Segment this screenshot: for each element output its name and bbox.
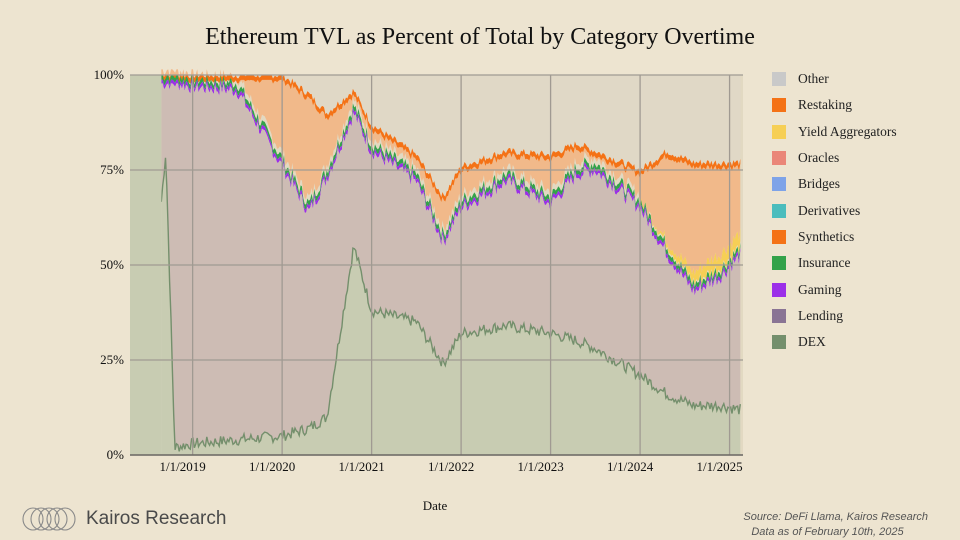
legend-item-synthetics: Synthetics <box>772 224 897 250</box>
legend-label-lending: Lending <box>798 307 843 323</box>
legend-swatch-dex <box>772 335 786 350</box>
data-date-line: Data as of February 10th, 2025 <box>751 526 904 538</box>
x-tick-label: 1/1/2025 <box>696 459 742 474</box>
legend-label-other: Other <box>798 71 829 87</box>
y-tick-label: 100% <box>94 67 125 82</box>
series-area-lending <box>161 83 741 452</box>
legend-label-dex: DEX <box>798 334 826 350</box>
x-axis-title: Date <box>422 498 448 513</box>
legend-swatch-lending <box>772 308 786 323</box>
series-line-dex <box>160 157 741 452</box>
legend-swatch-oracles <box>772 151 786 166</box>
source-note: Source: DeFi Llama, Kairos Research Data… <box>743 510 928 540</box>
legend-swatch-yield-aggregators <box>772 124 786 139</box>
series-area-insurance <box>161 75 741 292</box>
x-tick-label: 1/1/2021 <box>339 459 385 474</box>
kairos-logo-icon <box>22 507 76 531</box>
y-tick-label: 50% <box>100 257 124 272</box>
series-area-gaming <box>161 79 741 296</box>
legend-label-restaking: Restaking <box>798 97 852 113</box>
legend-swatch-derivatives <box>772 203 786 218</box>
chart-title: Ethereum TVL as Percent of Total by Cate… <box>205 24 755 50</box>
y-tick-label: 25% <box>100 352 124 367</box>
legend-item-derivatives: Derivatives <box>772 197 897 223</box>
legend-label-oracles: Oracles <box>798 150 840 166</box>
series-area-dex <box>161 157 741 456</box>
legend-item-dex: DEX <box>772 329 897 355</box>
legend-item-gaming: Gaming <box>772 276 897 302</box>
legend-item-restaking: Restaking <box>772 92 897 118</box>
series-area-yield-aggregators <box>161 73 741 286</box>
legend-item-oracles: Oracles <box>772 145 897 171</box>
series-area-other <box>161 75 741 198</box>
legend-swatch-restaking <box>772 98 786 113</box>
y-tick-label: 75% <box>100 162 124 177</box>
legend-swatch-synthetics <box>772 229 786 244</box>
legend-label-yield-aggregators: Yield Aggregators <box>798 123 897 139</box>
x-tick-label: 1/1/2023 <box>517 459 563 474</box>
legend-label-derivatives: Derivatives <box>798 202 861 218</box>
brand-logo: Kairos Research <box>20 506 226 532</box>
legend-label-gaming: Gaming <box>798 281 842 297</box>
legend-swatch-gaming <box>772 282 786 297</box>
source-line: Source: DeFi Llama, Kairos Research <box>743 511 928 523</box>
legend-item-other: Other <box>772 66 897 92</box>
y-tick-label: 0% <box>107 447 125 462</box>
legend-item-lending: Lending <box>772 303 897 329</box>
x-tick-label: 1/1/2020 <box>249 459 295 474</box>
legend-label-bridges: Bridges <box>798 176 840 192</box>
legend-swatch-insurance <box>772 256 786 271</box>
chart-legend: Other Restaking Yield Aggregators Oracle… <box>772 66 897 355</box>
legend-label-synthetics: Synthetics <box>798 228 855 244</box>
x-tick-label: 1/1/2019 <box>160 459 206 474</box>
legend-item-bridges: Bridges <box>772 171 897 197</box>
legend-label-insurance: Insurance <box>798 255 851 271</box>
legend-item-insurance: Insurance <box>772 250 897 276</box>
series-area-restaking <box>161 69 741 276</box>
brand-name: Kairos Research <box>86 508 227 529</box>
x-tick-label: 1/1/2022 <box>428 459 474 474</box>
legend-item-yield-aggregators: Yield Aggregators <box>772 119 897 145</box>
legend-swatch-bridges <box>772 177 786 192</box>
legend-swatch-other <box>772 72 786 87</box>
x-tick-label: 1/1/2024 <box>607 459 654 474</box>
